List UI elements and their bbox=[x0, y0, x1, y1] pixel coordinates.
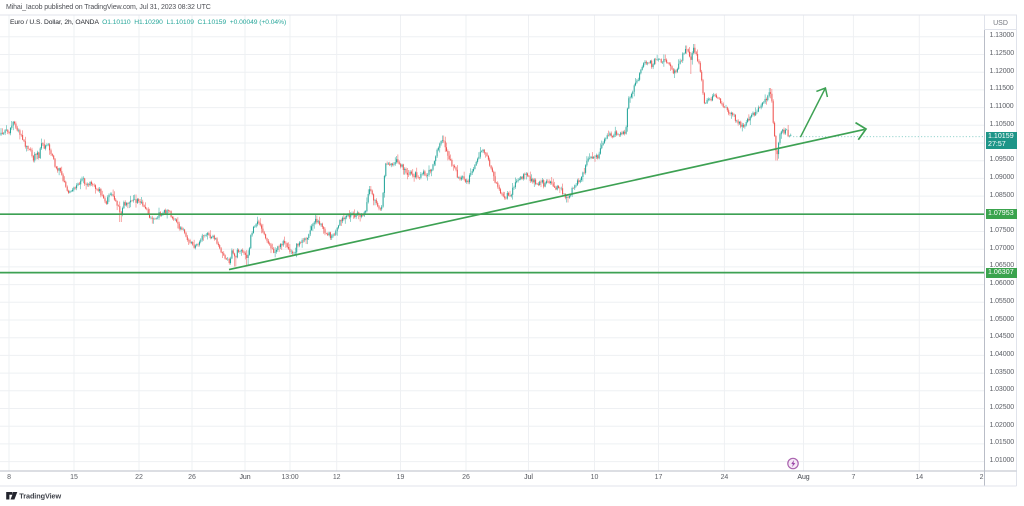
svg-text:USD: USD bbox=[993, 20, 1008, 27]
svg-text:TradingView: TradingView bbox=[19, 491, 61, 500]
